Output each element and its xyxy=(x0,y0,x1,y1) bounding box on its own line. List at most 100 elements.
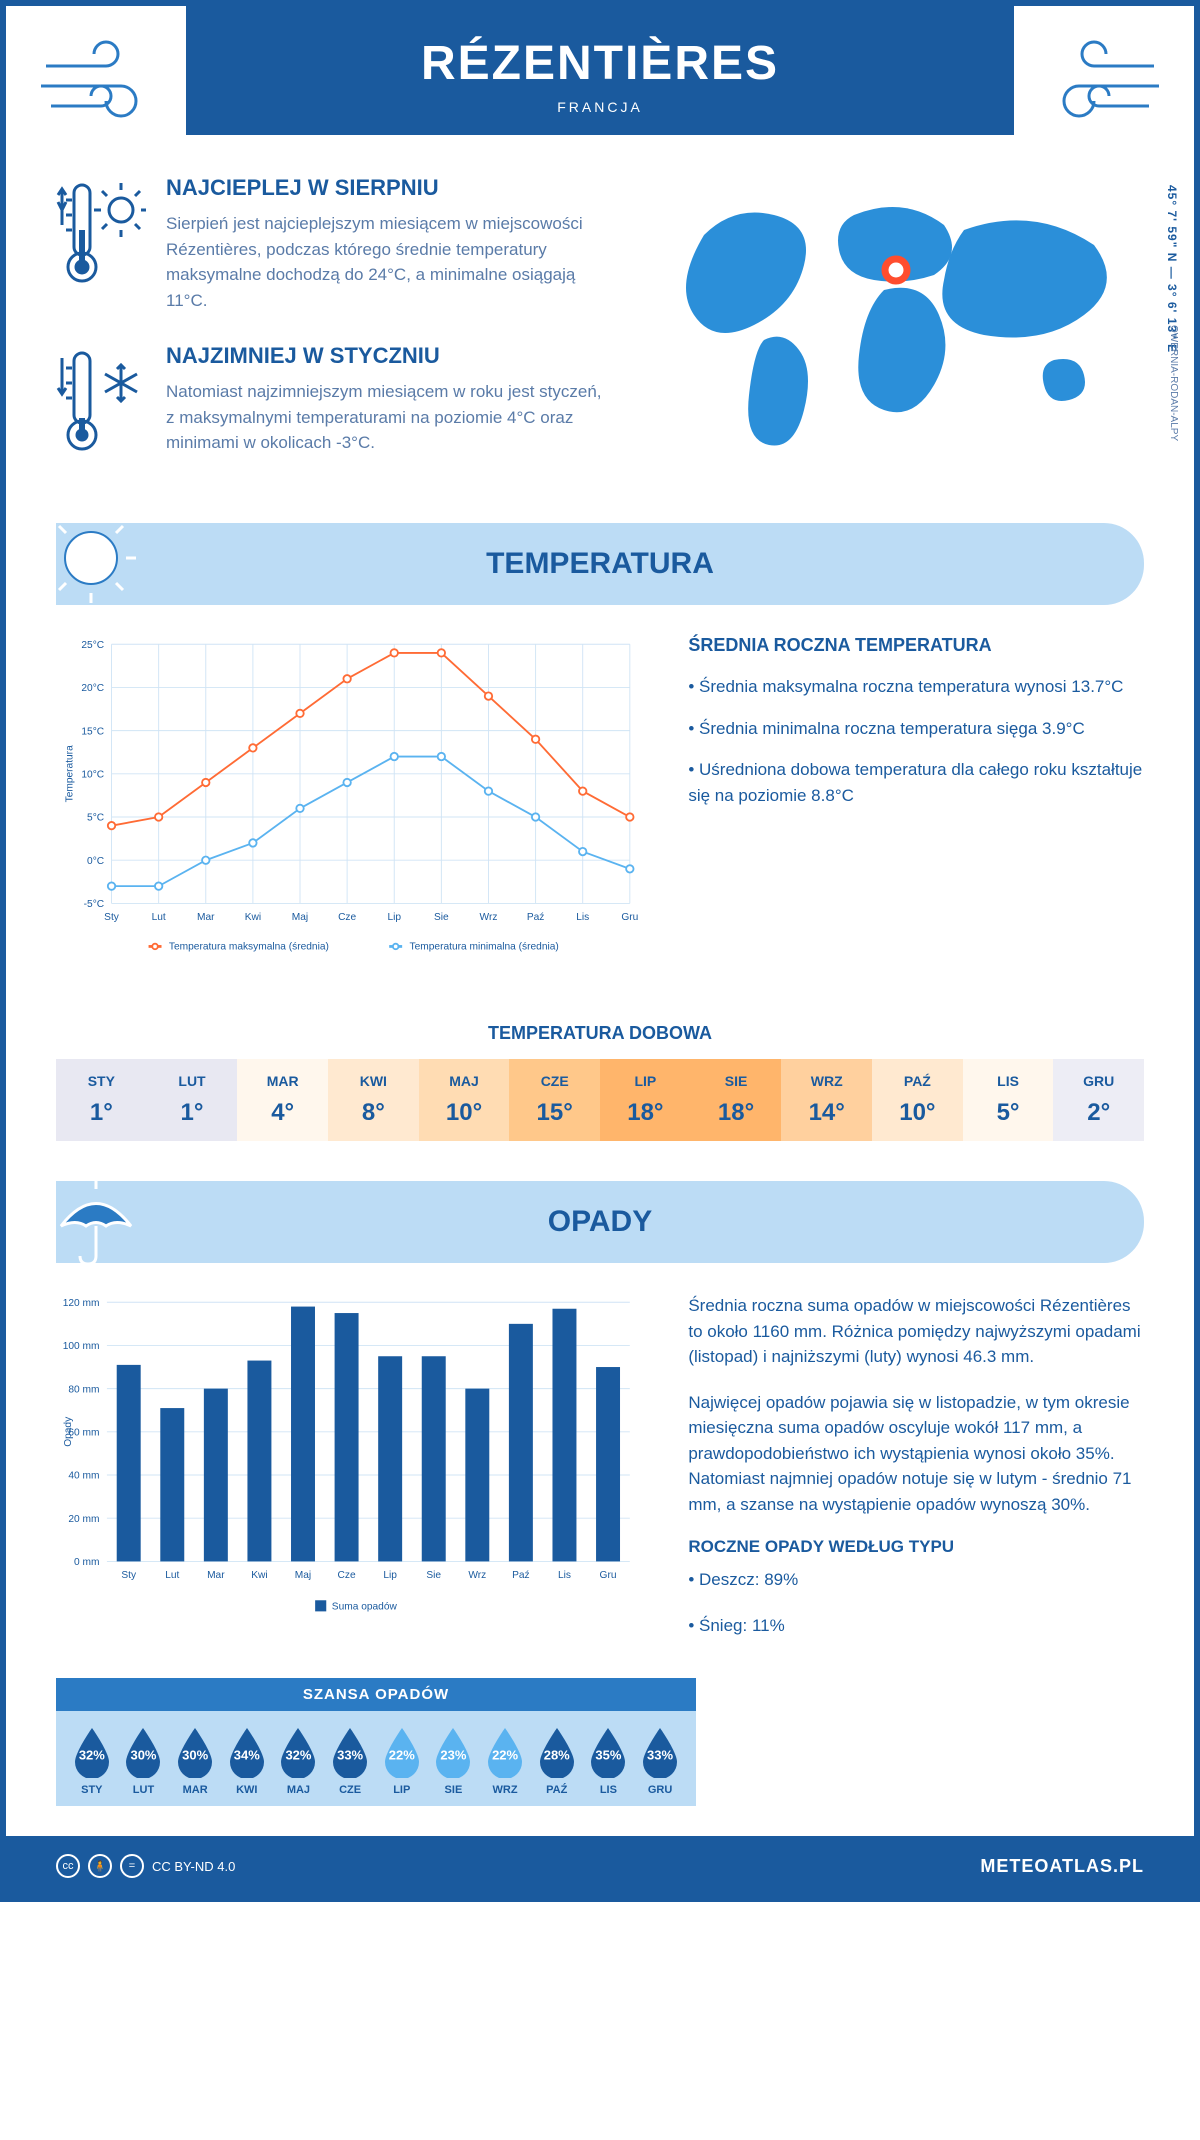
svg-text:20 mm: 20 mm xyxy=(68,1514,99,1525)
svg-text:Maj: Maj xyxy=(295,1570,311,1581)
svg-text:Wrz: Wrz xyxy=(468,1570,486,1581)
license-text: CC BY-ND 4.0 xyxy=(152,1859,235,1874)
chance-drops-row: 32%STY30%LUT30%MAR34%KWI32%MAJ33%CZE22%L… xyxy=(56,1711,696,1806)
chance-drop: 34%KWI xyxy=(226,1726,268,1796)
svg-text:Kwi: Kwi xyxy=(251,1570,267,1581)
wind-icon-right xyxy=(1024,36,1164,136)
temp-summary: ŚREDNIA ROCZNA TEMPERATURA • Średnia mak… xyxy=(688,635,1144,973)
svg-text:Maj: Maj xyxy=(292,912,308,923)
temp-section-title: TEMPERATURA xyxy=(486,547,714,580)
svg-text:Paź: Paź xyxy=(512,1570,530,1581)
svg-text:Mar: Mar xyxy=(207,1570,225,1581)
fact-hot-text: Sierpień jest najcieplejszym miesiącem w… xyxy=(166,211,604,313)
daily-cell: KWI8° xyxy=(328,1059,419,1141)
temperature-row: -5°C 0°C 5°C 10°C 15°C 20°C 25°C Sty Lut Mar Kwi Ma… xyxy=(6,605,1194,1003)
svg-text:Kwi: Kwi xyxy=(245,912,261,923)
nd-icon: = xyxy=(120,1854,144,1878)
precip-p1: Średnia roczna suma opadów w miejscowośc… xyxy=(688,1293,1144,1370)
precip-type-heading: ROCZNE OPADY WEDŁUG TYPU xyxy=(688,1537,1144,1557)
temp-summary-heading: ŚREDNIA ROCZNA TEMPERATURA xyxy=(688,635,1144,656)
wind-icon-left xyxy=(36,36,176,136)
svg-text:Sty: Sty xyxy=(104,912,120,923)
thermometer-sun-icon xyxy=(56,175,146,295)
svg-text:Mar: Mar xyxy=(197,912,215,923)
precip-row: 0 mm20 mm40 mm60 mm80 mm100 mm120 mmStyL… xyxy=(6,1263,1194,1678)
fact-cold-text: Natomiast najzimniejszym miesiącem w rok… xyxy=(166,379,604,456)
daily-temp-title: TEMPERATURA DOBOWA xyxy=(6,1023,1194,1044)
country-name: FRANCJA xyxy=(186,99,1014,115)
svg-text:25°C: 25°C xyxy=(81,640,104,651)
svg-text:Sie: Sie xyxy=(426,1570,441,1581)
svg-text:100 mm: 100 mm xyxy=(63,1341,100,1352)
section-temperature-banner: TEMPERATURA xyxy=(56,523,1144,605)
cc-icon: cc xyxy=(56,1854,80,1878)
license-block: cc 🧍 = CC BY-ND 4.0 xyxy=(56,1854,235,1878)
daily-cell: PAŹ10° xyxy=(872,1059,963,1141)
temp-bullet-1: • Średnia maksymalna roczna temperatura … xyxy=(688,674,1144,700)
svg-text:Temperatura minimalna (średnia: Temperatura minimalna (średnia) xyxy=(410,942,559,953)
svg-text:Lut: Lut xyxy=(152,912,166,923)
svg-text:Gru: Gru xyxy=(621,912,638,923)
svg-text:Suma opadów: Suma opadów xyxy=(332,1602,398,1613)
svg-text:Sie: Sie xyxy=(434,912,449,923)
chance-drop: 28%PAŹ xyxy=(536,1726,578,1796)
svg-text:5°C: 5°C xyxy=(87,813,104,824)
fact-coldest: NAJZIMNIEJ W STYCZNIU Natomiast najzimni… xyxy=(56,343,604,463)
svg-text:Lut: Lut xyxy=(165,1570,179,1581)
precip-p2: Najwięcej opadów pojawia się w listopadz… xyxy=(688,1390,1144,1518)
page: RÉZENTIÈRES FRANCJA xyxy=(0,0,1200,1902)
svg-text:Sty: Sty xyxy=(121,1570,137,1581)
daily-cell: WRZ14° xyxy=(781,1059,872,1141)
temp-bullet-2: • Średnia minimalna roczna temperatura s… xyxy=(688,716,1144,742)
svg-text:Cze: Cze xyxy=(338,912,356,923)
chance-drop: 35%LIS xyxy=(587,1726,629,1796)
svg-text:Lis: Lis xyxy=(558,1570,571,1581)
daily-temp-grid: STY1°LUT1°MAR4°KWI8°MAJ10°CZE15°LIP18°SI… xyxy=(56,1059,1144,1141)
daily-cell: LUT1° xyxy=(147,1059,238,1141)
precip-chart: 0 mm20 mm40 mm60 mm80 mm100 mm120 mmStyL… xyxy=(56,1293,648,1658)
daily-cell: MAJ10° xyxy=(419,1059,510,1141)
umbrella-icon xyxy=(46,1171,146,1271)
svg-text:20°C: 20°C xyxy=(81,683,104,694)
svg-text:Cze: Cze xyxy=(338,1570,356,1581)
svg-text:Paź: Paź xyxy=(527,912,545,923)
chance-drop: 30%MAR xyxy=(174,1726,216,1796)
svg-text:0°C: 0°C xyxy=(87,856,104,867)
svg-text:Wrz: Wrz xyxy=(480,912,498,923)
daily-cell: LIP18° xyxy=(600,1059,691,1141)
svg-text:-5°C: -5°C xyxy=(84,899,104,910)
daily-cell: STY1° xyxy=(56,1059,147,1141)
thermometer-snow-icon xyxy=(56,343,146,463)
by-icon: 🧍 xyxy=(88,1854,112,1878)
fact-cold-title: NAJZIMNIEJ W STYCZNIU xyxy=(166,343,604,369)
brand-text: METEOATLAS.PL xyxy=(980,1856,1144,1877)
svg-text:Lip: Lip xyxy=(387,912,401,923)
header-banner: RÉZENTIÈRES FRANCJA xyxy=(186,6,1014,135)
svg-text:Opady: Opady xyxy=(63,1416,74,1447)
sun-icon xyxy=(46,513,146,613)
chance-drop: 22%LIP xyxy=(381,1726,423,1796)
svg-text:Lip: Lip xyxy=(383,1570,397,1581)
chance-title: SZANSA OPADÓW xyxy=(56,1678,696,1711)
chance-drop: 30%LUT xyxy=(122,1726,164,1796)
daily-cell: GRU2° xyxy=(1053,1059,1144,1141)
svg-text:Gru: Gru xyxy=(600,1570,617,1581)
svg-text:10°C: 10°C xyxy=(81,770,104,781)
chance-drop: 32%STY xyxy=(71,1726,113,1796)
intro-row: NAJCIEPLEJ W SIERPNIU Sierpień jest najc… xyxy=(6,175,1194,523)
chance-drop: 23%SIE xyxy=(432,1726,474,1796)
precip-section-title: OPADY xyxy=(548,1205,652,1238)
temp-bullet-3: • Uśredniona dobowa temperatura dla całe… xyxy=(688,757,1144,808)
svg-text:120 mm: 120 mm xyxy=(63,1298,100,1309)
daily-cell: CZE15° xyxy=(509,1059,600,1141)
daily-cell: MAR4° xyxy=(237,1059,328,1141)
svg-text:0 mm: 0 mm xyxy=(74,1557,99,1568)
chance-drop: 33%CZE xyxy=(329,1726,371,1796)
fact-hottest: NAJCIEPLEJ W SIERPNIU Sierpień jest najc… xyxy=(56,175,604,313)
fact-hot-title: NAJCIEPLEJ W SIERPNIU xyxy=(166,175,604,201)
temp-chart: -5°C 0°C 5°C 10°C 15°C 20°C 25°C Sty Lut Mar Kwi Ma… xyxy=(56,635,648,973)
svg-text:15°C: 15°C xyxy=(81,726,104,737)
facts-column: NAJCIEPLEJ W SIERPNIU Sierpień jest najc… xyxy=(56,175,604,493)
chance-drop: 22%WRZ xyxy=(484,1726,526,1796)
city-name: RÉZENTIÈRES xyxy=(186,36,1014,91)
